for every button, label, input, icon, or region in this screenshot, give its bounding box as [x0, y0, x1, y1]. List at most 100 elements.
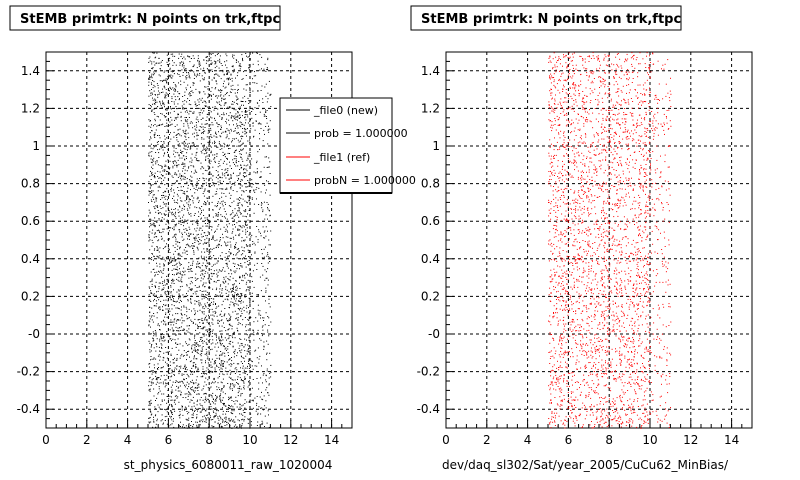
data-point	[159, 100, 161, 102]
data-point	[211, 69, 213, 71]
data-point	[173, 93, 175, 95]
data-point	[162, 194, 164, 196]
data-point	[266, 101, 268, 103]
data-point	[173, 289, 174, 291]
data-point	[203, 147, 205, 149]
data-point	[188, 213, 190, 215]
data-point	[176, 397, 178, 399]
data-point	[178, 290, 180, 292]
data-point	[246, 55, 247, 57]
data-point	[225, 292, 227, 294]
data-point	[241, 393, 243, 394]
data-point	[228, 418, 230, 420]
data-point	[226, 361, 228, 363]
data-point	[206, 250, 208, 252]
data-point	[223, 80, 225, 82]
data-point	[239, 301, 241, 302]
data-point	[183, 225, 184, 227]
data-point	[155, 383, 157, 385]
data-point	[200, 359, 202, 361]
data-point	[587, 241, 589, 243]
data-point	[200, 270, 202, 272]
data-point	[167, 129, 169, 131]
data-point	[211, 117, 213, 119]
data-point	[175, 313, 177, 315]
data-point	[182, 414, 184, 416]
data-point	[197, 367, 199, 369]
data-point	[187, 344, 189, 346]
data-point	[241, 111, 243, 113]
data-point	[580, 209, 582, 211]
data-point	[188, 338, 190, 340]
data-point	[198, 300, 200, 302]
data-point	[258, 187, 260, 189]
data-point	[245, 378, 246, 380]
data-point	[228, 130, 230, 132]
data-point	[210, 403, 212, 405]
data-point	[197, 160, 199, 162]
data-point	[238, 117, 240, 119]
data-point	[186, 181, 188, 183]
data-point	[165, 78, 167, 80]
data-point	[245, 224, 246, 226]
data-point	[243, 382, 245, 384]
data-point	[257, 239, 259, 241]
data-point	[233, 158, 235, 160]
data-point	[240, 426, 242, 428]
data-point	[573, 234, 575, 236]
data-point	[643, 266, 644, 268]
data-point	[209, 215, 210, 216]
data-point	[155, 197, 157, 199]
data-point	[192, 362, 194, 364]
data-point	[199, 403, 201, 405]
data-point	[267, 392, 269, 394]
data-point	[153, 382, 154, 384]
data-point	[150, 147, 152, 149]
data-point	[206, 123, 208, 125]
data-point	[154, 177, 156, 179]
data-point	[218, 336, 220, 338]
data-point	[229, 369, 231, 371]
data-point	[150, 185, 152, 187]
data-point	[233, 419, 235, 421]
data-point	[154, 64, 156, 66]
data-point	[553, 156, 554, 158]
data-point	[185, 341, 187, 343]
data-point	[174, 301, 176, 302]
data-point	[193, 220, 195, 222]
data-point	[189, 427, 191, 429]
data-point	[596, 349, 598, 351]
data-point	[166, 199, 168, 201]
data-point	[226, 134, 228, 136]
data-point	[164, 305, 166, 307]
data-point	[261, 326, 263, 328]
data-point	[241, 294, 243, 296]
data-point	[177, 103, 179, 105]
data-point	[166, 228, 168, 230]
data-point	[171, 71, 173, 73]
data-point	[628, 148, 630, 150]
data-point	[263, 345, 265, 347]
data-point	[227, 267, 229, 269]
data-point	[165, 294, 167, 296]
data-point	[207, 60, 209, 62]
data-point	[211, 425, 213, 427]
data-point	[187, 238, 188, 240]
data-point	[200, 277, 202, 279]
data-point	[190, 299, 192, 301]
data-point	[210, 330, 211, 332]
data-point	[251, 360, 253, 362]
data-point	[240, 315, 242, 317]
data-point	[241, 266, 243, 268]
data-point	[148, 61, 150, 63]
data-point	[573, 100, 575, 101]
data-point	[189, 204, 191, 206]
data-point	[183, 296, 185, 298]
data-point	[157, 176, 159, 177]
data-point	[182, 382, 184, 384]
data-point	[258, 204, 260, 205]
data-point	[174, 117, 176, 119]
data-point	[213, 247, 215, 249]
data-point	[218, 67, 220, 69]
data-point	[176, 139, 178, 141]
